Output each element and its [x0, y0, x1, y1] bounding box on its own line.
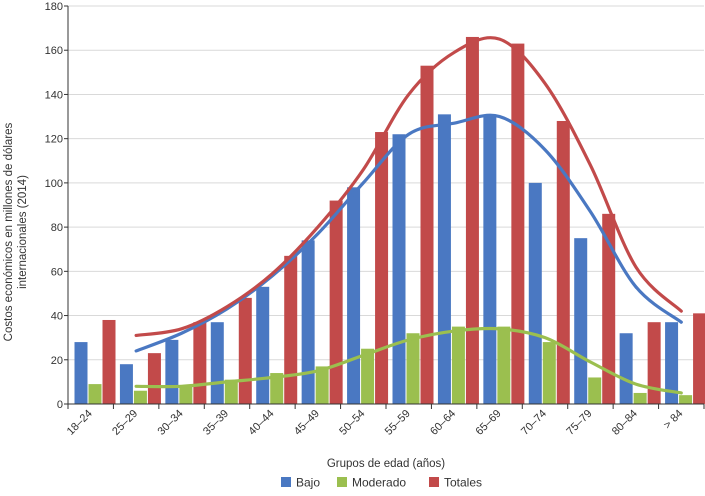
axes: [64, 5, 705, 409]
x-tick-label: 75–79: [564, 408, 594, 438]
trend-line-totales: [134, 36, 683, 338]
y-tick-label: 0: [57, 399, 63, 411]
bar-totales: [465, 36, 479, 404]
bar-bajo: [574, 238, 588, 404]
bar-bajo: [528, 182, 542, 404]
bar-bajo: [619, 333, 633, 404]
y-tick-label: 100: [45, 178, 63, 190]
bar-moderado: [270, 373, 284, 404]
y-tick-label: 80: [51, 222, 63, 234]
x-tick-label: 30–34: [156, 408, 186, 438]
bar-moderado: [633, 392, 647, 404]
x-tick-label: 18–24: [65, 408, 95, 438]
bar-moderado: [88, 384, 102, 404]
bar-totales: [420, 65, 434, 404]
bar-moderado: [451, 326, 465, 404]
y-axis-ticks: 0 20 40 60 80 100 120 140 160 180: [45, 1, 63, 411]
bar-bajo: [392, 134, 406, 404]
bar-bajo: [483, 116, 497, 405]
bar-totales: [284, 255, 298, 404]
bar-totales: [375, 132, 389, 405]
x-tick-label: 65–69: [474, 408, 504, 438]
bar-moderado: [679, 395, 693, 404]
legend-label-totales: Totales: [444, 476, 482, 490]
x-tick-label: > 84: [662, 408, 686, 432]
bar-moderado: [588, 377, 602, 404]
x-tick-label: 70–74: [519, 408, 549, 438]
x-axis-ticks: 18–24 25–29 30–34 35–39 40–44 45–49 50–54 55–59…: [65, 408, 686, 438]
legend: Bajo Moderado Totales: [281, 476, 482, 490]
legend-swatch-bajo: [281, 477, 291, 487]
x-tick-label: 80–84: [610, 408, 640, 438]
bar-totales: [647, 322, 661, 404]
bar-bajo: [347, 187, 361, 404]
legend-swatch-moderado: [337, 477, 347, 487]
y-axis-title-line-1: Costos económicos en millones de dólares: [3, 122, 15, 341]
y-tick-label: 140: [45, 89, 63, 101]
bar-moderado: [361, 348, 375, 404]
bar-moderado: [179, 386, 193, 404]
x-tick-label: 50–54: [337, 408, 367, 438]
bar-totales: [556, 120, 570, 404]
y-tick-label: 40: [51, 311, 63, 323]
legend-swatch-totales: [429, 477, 439, 487]
bar-bajo: [665, 322, 679, 404]
y-tick-label: 60: [51, 266, 63, 278]
bar-moderado: [315, 366, 329, 404]
bar-moderado: [406, 333, 420, 404]
bar-totales: [602, 213, 616, 404]
bar-bajo: [119, 364, 133, 404]
bar-bajo: [210, 322, 224, 404]
trend-line-bajo: [134, 113, 683, 353]
bar-totales: [693, 313, 705, 404]
x-axis-title: Grupos de edad (años): [327, 458, 445, 470]
trend-lines: [134, 36, 683, 395]
bar-moderado: [542, 342, 556, 404]
trend-line-moderado: [134, 326, 683, 395]
bar-totales: [193, 322, 207, 404]
x-tick-label: 25–29: [110, 408, 140, 438]
y-tick-label: 160: [45, 45, 63, 57]
legend-label-moderado: Moderado: [352, 476, 406, 490]
bar-moderado: [224, 379, 238, 404]
bar-bajo: [437, 114, 451, 404]
bar-totales: [238, 297, 252, 404]
y-tick-label: 20: [51, 355, 63, 367]
bar-bajo: [74, 342, 88, 404]
x-tick-label: 35–39: [201, 408, 231, 438]
y-tick-label: 180: [45, 1, 63, 13]
bars: [74, 36, 705, 405]
bar-moderado: [133, 390, 147, 404]
x-tick-label: 60–64: [428, 408, 458, 438]
bar-totales: [147, 353, 161, 404]
bar-moderado: [497, 326, 511, 404]
bar-totales: [511, 43, 525, 404]
legend-label-bajo: Bajo: [296, 476, 320, 490]
y-axis-title-line-2: internacionales (2014): [17, 175, 29, 289]
x-tick-label: 55–59: [383, 408, 413, 438]
x-tick-label: 40–44: [246, 408, 276, 438]
x-tick-label: 45–49: [292, 408, 322, 438]
bar-bajo: [165, 339, 179, 404]
bar-bajo: [256, 286, 270, 404]
bar-bajo: [301, 240, 315, 404]
bar-totales: [329, 200, 343, 404]
bar-totales: [102, 319, 116, 404]
y-tick-label: 120: [45, 134, 63, 146]
